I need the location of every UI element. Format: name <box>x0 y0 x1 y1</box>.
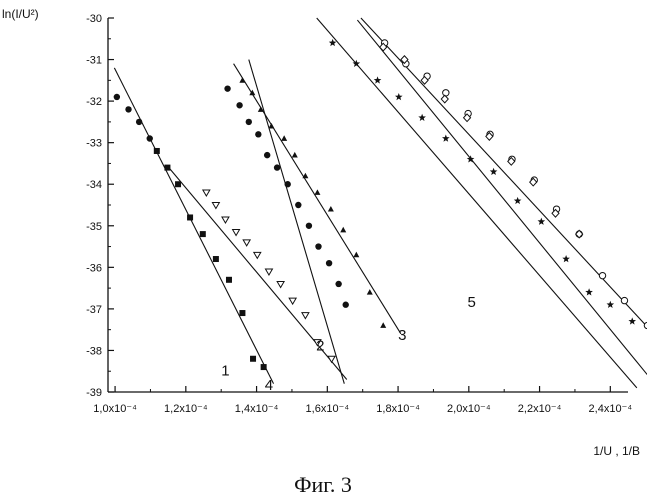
x-tick-label: 2,0x10⁻⁴ <box>447 403 491 415</box>
curve-label: 2 <box>316 337 324 354</box>
y-tick-label: -33 <box>86 138 102 150</box>
marker-star <box>607 301 615 308</box>
marker-star <box>374 76 382 83</box>
y-tick-label: -34 <box>86 179 102 191</box>
x-tick-label: 1,2x10⁻⁴ <box>164 403 208 415</box>
fit-line-5 <box>317 18 637 388</box>
marker-filled-circle <box>236 102 242 108</box>
marker-filled-circle <box>147 135 153 141</box>
curve-label: 1 <box>221 362 229 379</box>
marker-star <box>628 317 636 324</box>
marker-filled-circle <box>125 106 131 112</box>
x-tick-label: 1,6x10⁻⁴ <box>306 403 350 415</box>
marker-square <box>164 165 170 171</box>
marker-open-triangle <box>265 269 272 275</box>
marker-filled-circle <box>136 119 142 125</box>
marker-filled-circle <box>274 164 280 170</box>
marker-filled-circle <box>306 223 312 229</box>
marker-open-triangle <box>243 240 250 246</box>
marker-filled-triangle <box>314 189 320 195</box>
marker-filled-circle <box>246 119 252 125</box>
y-ticks: -39 -38 -37 -36 -35 -34 -33 -32 -31 -30 <box>86 13 114 399</box>
curve-label: 3 <box>398 327 406 344</box>
marker-filled-triangle <box>353 252 359 258</box>
marker-square <box>261 364 267 370</box>
marker-open-triangle <box>222 217 229 223</box>
marker-filled-circle <box>114 94 120 100</box>
marker-star <box>395 93 403 100</box>
marker-filled-circle <box>295 202 301 208</box>
x-tick-label: 1,0x10⁻⁴ <box>93 403 137 415</box>
marker-square <box>239 310 245 316</box>
x-axis-label: 1/U , 1/B <box>593 444 640 458</box>
marker-open-triangle <box>302 313 309 319</box>
x-ticks: 1,0x10⁻⁴ 1,2x10⁻⁴ 1,4x10⁻⁴ 1,6x10⁻⁴ 1,8x10⁻⁴… <box>93 386 632 415</box>
marker-open-triangle <box>254 252 261 258</box>
curve-label: 5 <box>467 294 475 311</box>
y-tick-label: -32 <box>86 96 102 108</box>
marker-square <box>250 356 256 362</box>
marker-square <box>213 256 219 262</box>
curve-label: 4 <box>265 377 273 394</box>
marker-filled-triangle <box>367 289 373 295</box>
y-tick-label: -35 <box>86 221 102 233</box>
marker-square <box>200 231 206 237</box>
x-tick-label: 1,4x10⁻⁴ <box>235 403 279 415</box>
marker-open-triangle <box>203 190 210 196</box>
marker-star <box>418 114 426 121</box>
y-axis-label: ln(I/U²) <box>2 7 39 21</box>
marker-open-triangle <box>233 230 240 236</box>
y-tick-label: -30 <box>86 13 102 25</box>
marker-filled-triangle <box>239 77 245 83</box>
y-tick-label: -36 <box>86 262 102 274</box>
marker-filled-triangle <box>380 322 386 328</box>
marker-filled-circle <box>343 302 349 308</box>
marker-filled-circle <box>285 181 291 187</box>
marker-star <box>442 135 450 142</box>
marker-star <box>562 255 570 262</box>
marker-filled-triangle <box>281 135 287 141</box>
marker-diamond <box>441 95 448 103</box>
marker-open-triangle <box>289 298 296 304</box>
marker-star <box>585 288 593 295</box>
y-tick-label: -39 <box>86 387 102 399</box>
marker-open-circle <box>599 272 605 278</box>
marker-star <box>538 218 546 225</box>
x-tick-label: 1,8x10⁻⁴ <box>376 403 420 415</box>
fit-line-2 <box>249 60 345 384</box>
fit-lines <box>114 18 647 388</box>
marker-square <box>154 148 160 154</box>
figure-caption: Фиг. 3 <box>294 472 352 497</box>
marker-square <box>175 181 181 187</box>
marker-open-circle <box>621 297 627 303</box>
y-tick-label: -37 <box>86 304 102 316</box>
x-tick-label: 2,4x10⁻⁴ <box>589 403 633 415</box>
marker-filled-triangle <box>268 123 274 129</box>
y-tick-label: -31 <box>86 55 102 67</box>
marker-filled-circle <box>264 152 270 158</box>
marker-star <box>514 197 522 204</box>
marker-filled-circle <box>335 281 341 287</box>
marker-open-triangle <box>277 281 284 287</box>
marker-square <box>226 277 232 283</box>
marker-square <box>187 214 193 220</box>
marker-open-circle <box>443 90 449 96</box>
marker-filled-circle <box>315 243 321 249</box>
curve-labels: 1 2 3 4 5 <box>221 294 476 394</box>
y-tick-label: -38 <box>86 345 102 357</box>
marker-filled-circle <box>255 131 261 137</box>
x-tick-label: 2,2x10⁻⁴ <box>518 403 562 415</box>
marker-open-triangle <box>212 203 219 209</box>
marker-filled-triangle <box>328 206 334 212</box>
fit-line-1 <box>114 68 273 384</box>
marker-star <box>490 168 498 175</box>
data-markers <box>114 39 647 370</box>
marker-filled-triangle <box>340 227 346 233</box>
marker-filled-circle <box>224 85 230 91</box>
marker-filled-circle <box>326 260 332 266</box>
marker-filled-triangle <box>292 152 298 158</box>
